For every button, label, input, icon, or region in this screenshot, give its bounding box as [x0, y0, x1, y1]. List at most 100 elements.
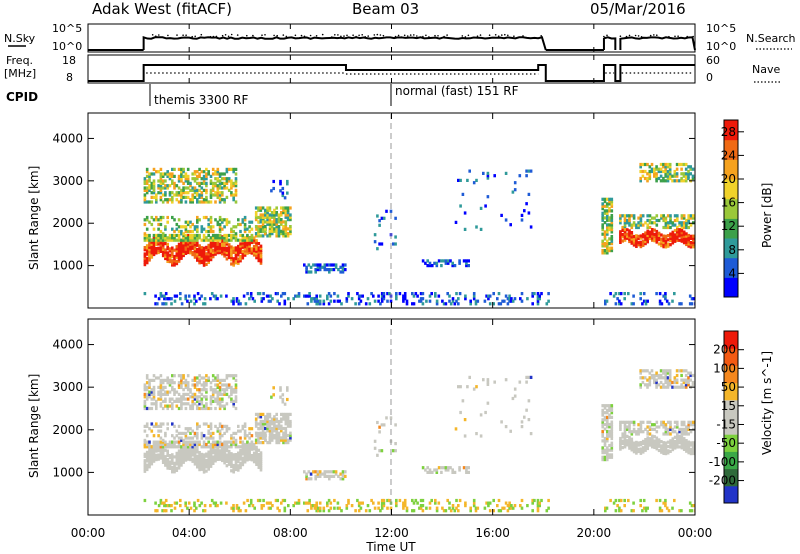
power-cell [646, 236, 649, 240]
power-cell [253, 299, 256, 303]
power-cell [682, 223, 686, 227]
power-cell [680, 167, 683, 171]
power-cell [632, 239, 636, 243]
power-cell [145, 244, 149, 248]
velocity-cell [623, 445, 627, 449]
velocity-cell [626, 441, 629, 445]
velocity-cell [252, 447, 256, 451]
power-cell [632, 223, 636, 227]
power-cell [237, 218, 240, 222]
velocity-cell [655, 385, 658, 389]
power-cell [193, 249, 197, 253]
velocity-cell [234, 453, 238, 457]
velocity-cell [669, 445, 672, 449]
power-cell [601, 225, 604, 229]
power-cell [255, 253, 258, 258]
velocity-cell [164, 463, 167, 467]
power-cell [268, 234, 272, 238]
velocity-cell [246, 451, 249, 456]
nsearch-dot [674, 35, 676, 38]
power-cell [266, 234, 269, 238]
velocity-cell [435, 468, 439, 472]
velocity-cell [166, 427, 169, 431]
power-cell [196, 241, 199, 245]
velocity-cell [216, 504, 219, 508]
power-cell [621, 233, 624, 237]
velocity-cell [273, 417, 276, 421]
velocity-cell [382, 501, 386, 505]
velocity-cell [664, 443, 668, 447]
velocity-cell [148, 465, 151, 469]
velocity-cell [239, 436, 242, 440]
velocity-cell [325, 474, 329, 478]
velocity-cell [252, 443, 256, 447]
velocity-cell [152, 446, 156, 451]
power-cell [177, 249, 181, 253]
power-cell [273, 218, 276, 222]
power-cell [207, 258, 210, 262]
velocity-cell [161, 509, 164, 513]
power-cell [476, 299, 480, 303]
velocity-cell [200, 445, 204, 449]
power-cell [659, 174, 663, 178]
velocity-cell [180, 381, 183, 385]
power-cell [148, 220, 151, 224]
velocity-cell [378, 449, 381, 453]
power-cell [254, 232, 258, 236]
power-cell [666, 214, 670, 218]
nsearch-dot [656, 34, 658, 36]
velocity-cell [157, 376, 160, 380]
velocity-cell [239, 455, 242, 459]
velocity-cell [171, 388, 174, 392]
power-cell [168, 257, 172, 262]
power-cell [218, 172, 222, 176]
velocity-cell [171, 402, 174, 406]
velocity-cell [205, 388, 208, 392]
velocity-cell [623, 434, 627, 438]
power-cell [345, 299, 349, 303]
velocity-cell [250, 434, 254, 438]
power-cell [200, 225, 204, 229]
velocity-cell [684, 380, 688, 385]
velocity-cell [651, 436, 654, 440]
power-cell [168, 172, 172, 176]
power-cell [211, 186, 215, 190]
power-cell [639, 216, 643, 220]
power-cell [171, 200, 174, 204]
velocity-cell [257, 422, 261, 426]
velocity-cell [685, 443, 688, 447]
power-cell [234, 238, 238, 242]
velocity-cell [639, 498, 642, 503]
velocity-cell [421, 504, 425, 508]
power-cell [547, 299, 550, 303]
velocity-cell [200, 388, 204, 392]
colorbar-tick-label: 4 [728, 266, 736, 280]
power-cell [284, 206, 288, 210]
power-cell [218, 198, 222, 202]
power-cell [364, 302, 368, 306]
power-cell [642, 292, 646, 296]
power-cell [660, 216, 663, 220]
power-cell [511, 299, 515, 303]
velocity-cell [257, 455, 261, 459]
velocity-cell [659, 373, 663, 378]
velocity-cell [682, 378, 686, 382]
power-cell [200, 254, 204, 258]
velocity-cell [216, 397, 220, 401]
colorbar-tick-label: -50 [716, 436, 736, 450]
power-cell [184, 249, 188, 253]
power-cell [164, 302, 168, 306]
power-cell [606, 211, 609, 215]
velocity-cell [180, 404, 183, 408]
power-cell [272, 179, 275, 184]
velocity-cell [370, 498, 373, 503]
power-cell [200, 227, 204, 231]
power-cell [421, 297, 425, 301]
power-cell [232, 250, 235, 254]
power-cell [277, 213, 281, 217]
velocity-cell [284, 419, 288, 424]
velocity-cell [685, 449, 688, 453]
power-cell [684, 176, 688, 181]
velocity-cell [673, 425, 677, 429]
power-cell [259, 213, 263, 217]
